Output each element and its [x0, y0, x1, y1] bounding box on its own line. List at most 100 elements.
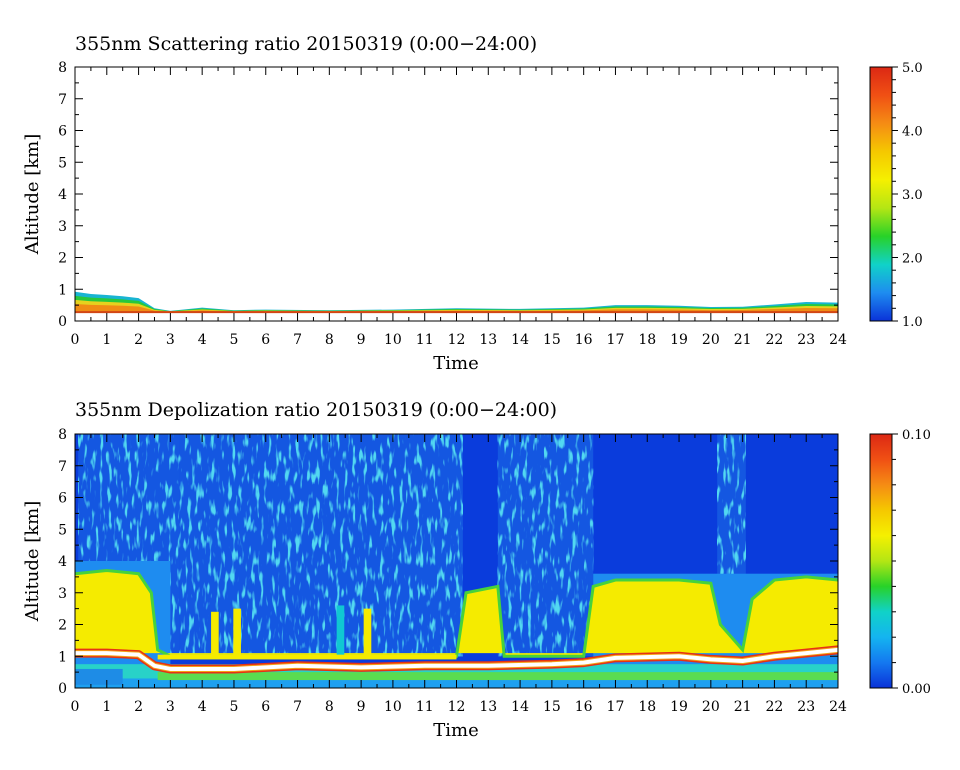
panel2-colorbar-tick-label: 0.00	[902, 682, 931, 697]
panel1-y-tick-label: 8	[58, 60, 67, 76]
panel1-x-tick-label: 5	[229, 332, 238, 348]
panel2-x-tick-label: 23	[797, 699, 815, 715]
panel1-colorbar-tick-label: 5.0	[902, 61, 923, 76]
panel2-x-tick-label: 4	[198, 699, 207, 715]
depol-noise-speckle	[179, 434, 463, 657]
panel2-x-axis: 0 1 2 3 4 5 6 7 8 9 10 11 12 13 14 15 16 17 18 19 20 21 22 23 24	[71, 434, 847, 715]
panel1-x-tick-label: 18	[638, 332, 656, 348]
depol-green-band	[157, 672, 838, 681]
panel1-x-tick-label: 14	[511, 332, 529, 348]
panel2-title: 355nm Depolization ratio 20150319 (0:00−…	[75, 399, 557, 421]
depol-dust-layer-edge	[75, 569, 838, 658]
panel2-x-tick-label: 9	[357, 699, 366, 715]
panel1-x-tick-label: 11	[416, 332, 434, 348]
panel1-title: 355nm Scattering ratio 20150319 (0:00−24…	[75, 33, 537, 55]
panel1-x-tick-label: 15	[543, 332, 561, 348]
panel1-x-tick-label: 21	[734, 332, 752, 348]
panel1-x-tick-label: 20	[702, 332, 720, 348]
panel1-plot-area	[75, 67, 838, 321]
panel1-y-tick-label: 2	[58, 251, 67, 267]
panel2-y-tick-label: 4	[58, 554, 67, 570]
panel2-x-tick-label: 24	[829, 699, 847, 715]
panel2-x-tick-label: 18	[638, 699, 656, 715]
panel2-x-tick-label: 14	[511, 699, 529, 715]
panel2-x-tick-label: 13	[479, 699, 497, 715]
panel1-x-tick-label: 13	[479, 332, 497, 348]
panel1-y-label: Altitude [km]	[22, 134, 43, 256]
depol-surface-block	[75, 668, 123, 685]
panel1-colorbar-tick-label: 2.0	[902, 252, 923, 267]
panel2-y-label: Altitude [km]	[22, 501, 43, 623]
panel2-x-tick-label: 8	[325, 699, 334, 715]
panel1-x-tick-label: 6	[261, 332, 270, 348]
panel2-x-label: Time	[433, 720, 478, 741]
panel2-x-tick-label: 2	[134, 699, 143, 715]
panel1-colorbar-tick-label: 4.0	[902, 125, 923, 140]
panel2-colorbar-ramp	[869, 433, 893, 689]
panel2-x-tick-label: 6	[261, 699, 270, 715]
panel1-colorbar-tick-label: 3.0	[902, 188, 923, 203]
panel1-x-tick-label: 19	[670, 332, 688, 348]
depol-plume	[363, 608, 372, 657]
panel2-y-tick-label: 7	[58, 459, 67, 475]
panel1-y-tick-label: 5	[58, 155, 67, 171]
panel2-y-tick-label: 6	[58, 491, 67, 507]
panel2-x-tick-label: 3	[166, 699, 175, 715]
panel1-x-tick-label: 22	[766, 332, 784, 348]
panel1-x-tick-label: 24	[829, 332, 847, 348]
panel2-colorbar: 0.00 0.10	[869, 428, 931, 697]
panel2-x-tick-label: 20	[702, 699, 720, 715]
panel2-y-tick-label: 1	[58, 649, 67, 665]
panel1-x-label: Time	[433, 353, 478, 374]
panel2-x-tick-label: 17	[607, 699, 625, 715]
scattering-ratio-panel: 355nm Scattering ratio 20150319 (0:00−24…	[22, 33, 923, 374]
panel2-y-tick-label: 0	[58, 681, 67, 697]
panel1-y-tick-label: 6	[58, 124, 67, 140]
depol-dust-layer	[75, 570, 838, 657]
panel1-x-axis: 0 1 2 3 4 5 6 7 8 9 10 11 12 13 14 15 16 17 18 19 20 21 22 23 24	[71, 67, 847, 348]
panel2-x-tick-label: 16	[575, 699, 593, 715]
panel2-x-tick-label: 1	[102, 699, 111, 715]
panel2-x-tick-label: 22	[766, 699, 784, 715]
panel2-y-tick-label: 5	[58, 522, 67, 538]
depol-plume	[336, 605, 345, 657]
panel1-colorbar-tick-label: 1.0	[902, 315, 923, 330]
panel2-y-axis: 0 1 2 3 4 5 6 7 8	[58, 427, 838, 697]
panel1-y-tick-label: 0	[58, 314, 67, 330]
panel1-colorbar-ramp	[869, 66, 893, 322]
depol-plume	[233, 608, 241, 657]
panel1-y-tick-label: 3	[58, 219, 67, 235]
panel2-x-tick-label: 0	[71, 699, 80, 715]
panel1-x-tick-label: 4	[198, 332, 207, 348]
panel1-x-tick-label: 7	[293, 332, 302, 348]
panel2-x-tick-label: 12	[448, 699, 466, 715]
panel1-x-tick-label: 16	[575, 332, 593, 348]
depol-low-yellow-strip	[157, 654, 457, 660]
panel2-x-tick-label: 7	[293, 699, 302, 715]
scattering-layer-band	[75, 299, 838, 313]
panel1-x-tick-label: 1	[102, 332, 111, 348]
depolization-ratio-panel: 355nm Depolization ratio 20150319 (0:00−…	[22, 399, 931, 741]
depol-cloud-core	[75, 647, 838, 671]
panel1-y-tick-label: 4	[58, 187, 67, 203]
panel2-data-layer	[75, 434, 838, 688]
panel2-x-tick-label: 5	[229, 699, 238, 715]
panel2-y-tick-label: 3	[58, 586, 67, 602]
panel1-x-tick-label: 17	[607, 332, 625, 348]
panel2-x-tick-label: 11	[416, 699, 434, 715]
panel1-colorbar: 1.0 2.0 3.0 4.0 5.0	[869, 61, 923, 330]
panel2-x-tick-label: 19	[670, 699, 688, 715]
panel1-x-tick-label: 3	[166, 332, 175, 348]
panel1-x-tick-label: 9	[357, 332, 366, 348]
panel1-x-tick-label: 12	[448, 332, 466, 348]
panel1-x-tick-label: 23	[797, 332, 815, 348]
depol-plume	[211, 611, 219, 657]
panel2-x-tick-label: 10	[384, 699, 402, 715]
panel1-x-tick-label: 0	[71, 332, 80, 348]
panel1-x-tick-label: 2	[134, 332, 143, 348]
panel1-y-tick-label: 1	[58, 282, 67, 298]
panel2-y-tick-label: 2	[58, 618, 67, 634]
panel2-colorbar-tick-label: 0.10	[902, 428, 931, 443]
panel1-x-tick-label: 10	[384, 332, 402, 348]
